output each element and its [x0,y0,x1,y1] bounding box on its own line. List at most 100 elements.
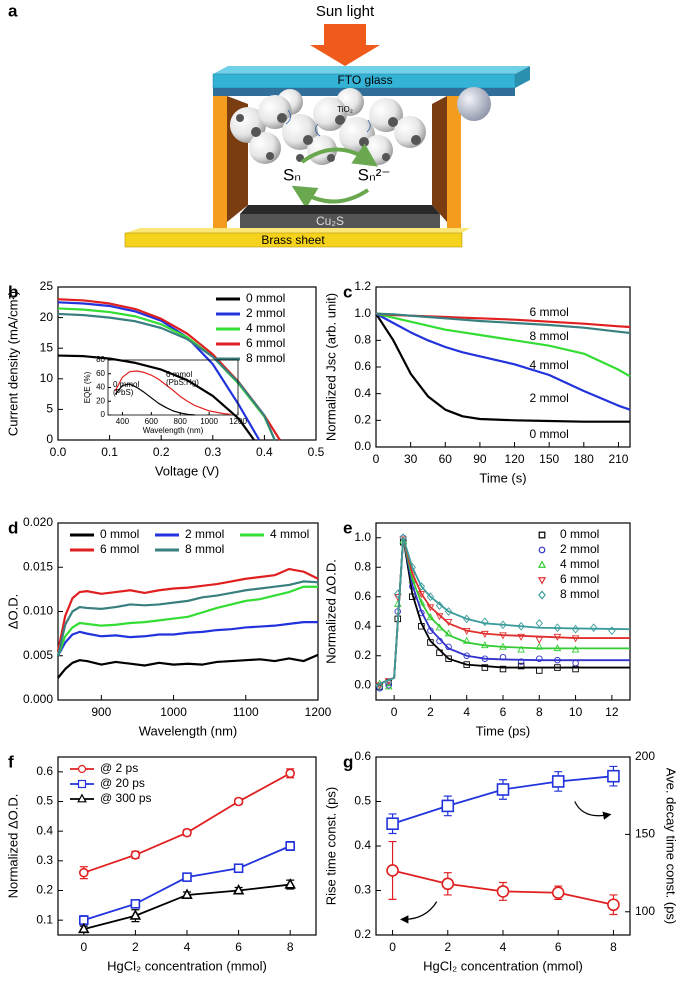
y-tick-label: 25 [40,279,54,293]
counter-particle [457,87,491,121]
marker [386,817,399,831]
x-tick-label: 30 [404,452,418,466]
electrode-layer [213,88,515,96]
legend-label: 8 mmol [246,351,285,365]
marker [551,886,565,900]
legend-marker [77,764,87,774]
y-tick-label: 0.010 [23,604,53,618]
x-tick-label: 0 [373,452,380,466]
marker [553,623,562,633]
y-tick-label: 15 [40,340,54,354]
y-tick-label: 0 [101,410,106,419]
x-tick-label: 900 [91,705,111,719]
legend-label: 6 mmol [246,336,285,350]
polysulfide-label: Sₙ [283,165,301,184]
y-tick-label: 0.4 [354,386,371,400]
series-line [57,312,276,441]
y-tick-label: 0.2 [354,927,371,941]
x-tick-label: 2 [444,940,451,954]
marker [517,658,525,665]
marker [130,899,141,909]
marker [441,799,455,813]
marker [517,645,525,653]
y-tick-label: 80 [96,355,105,364]
legend-label: 8 mmol [560,587,599,601]
x-tick-label: 0 [80,940,87,954]
series-line [375,312,631,378]
x-tick-label: 4 [184,940,191,954]
marker [233,796,244,807]
x-axis-title: Voltage (V) [155,463,219,478]
x-tick-label: 0.2 [153,445,170,459]
marker [551,775,565,788]
series-line [56,585,318,657]
brass-sheet [124,232,463,248]
y-tick-label: 0.6 [354,749,371,763]
y-tick-label: 20 [40,310,54,324]
marker [481,617,489,627]
y-tick-label: 0.000 [23,692,53,706]
marker [182,827,192,838]
plot-frame [57,286,317,441]
marker [607,898,620,912]
x-axis-title: Time (ps) [476,723,530,738]
x-tick-label: 1200 [229,417,247,426]
y-tick-label: 0.8 [354,333,371,347]
x-axis-title: Wavelength (nm) [143,426,204,435]
tio2-particles [230,88,426,165]
panel-label: c [343,282,352,301]
y-axis-title: Normalized ΔO.D. [5,794,20,899]
spacer [213,96,227,232]
fto-side [515,66,530,88]
marker [590,623,598,633]
spacer [447,96,461,232]
x-tick-label: 90 [473,452,487,466]
y-axis-title: Normalized ΔO.D. [323,559,338,664]
schematic: a Sun light FTO glass TiO₂ Sₙ Sₙ²⁻ Cu₂S [8,1,530,248]
x-tick-label: 0.4 [256,445,273,459]
y-tick-label: 0.2 [36,883,53,897]
marker [536,667,543,674]
y2-tick-label: 200 [635,749,655,763]
redox-arrow [291,185,370,209]
series-line [83,845,291,922]
y-tick-label: 0.6 [354,589,371,603]
x-tick-label: 4 [500,940,507,954]
y-tick-label: 0.015 [23,559,53,573]
panel-label: f [8,752,14,771]
y-tick-label: 0.4 [36,823,53,837]
marker [182,872,192,882]
series-line [57,354,255,441]
y-tick-label: 0 [46,432,53,446]
series-line [56,580,319,656]
legend-label: 0 mmol [246,291,285,305]
y-tick-label: 0.5 [354,794,371,808]
series-line [114,383,195,416]
marker [499,665,507,673]
y-axis-title: Rise time const. (ps) [323,787,338,905]
x-tick-label: 0.3 [204,445,221,459]
annotation: 0 mmol [113,380,139,389]
marker [130,850,141,860]
series-line [375,312,631,335]
legend-marker [538,531,546,539]
legend-marker [537,577,547,585]
y-tick-label: 0.6 [354,359,371,373]
legend-label: 2 mmol [246,306,285,320]
marker [535,636,544,644]
y2-tick-label: 150 [635,827,655,841]
marker [481,664,489,671]
y-tick-label: 20 [96,396,105,405]
y-tick-label: 0.2 [354,413,371,427]
y-tick-label: 0.020 [23,515,53,529]
x-tick-label: 0 [391,705,398,719]
x-tick-label: 4 [463,705,470,719]
brass-top [125,228,470,233]
marker [79,867,89,878]
x-axis-title: Wavelength (nm) [139,723,238,738]
legend-label: 4 mmol [560,557,599,571]
redox-arrow [300,143,378,167]
x-tick-label: 10 [569,705,583,719]
marker [285,841,296,851]
y-tick-label: 1.0 [354,306,371,320]
